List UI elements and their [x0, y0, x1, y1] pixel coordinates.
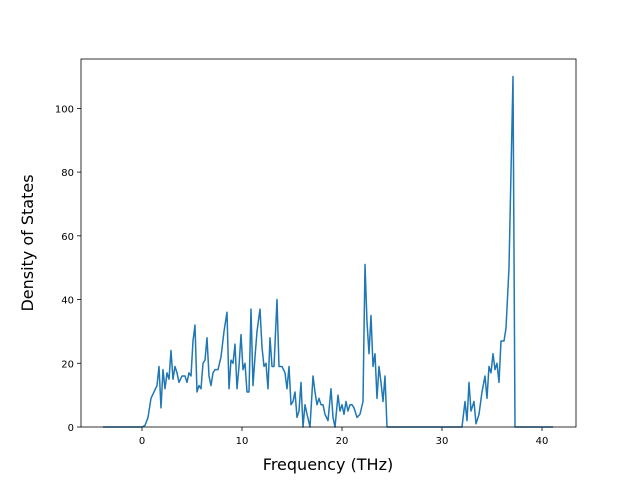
y-tick-label: 60 [61, 232, 74, 243]
y-axis-label: Density of States [18, 174, 37, 311]
y-tick-label: 80 [61, 168, 74, 179]
x-tick-label: 40 [536, 436, 549, 447]
y-tick-label: 20 [61, 359, 74, 370]
data-line [103, 75, 553, 428]
x-tick-label: 20 [336, 436, 349, 447]
y-tick-label: 0 [68, 423, 74, 434]
plot-frame [80, 58, 577, 428]
x-tick-label: 0 [139, 436, 145, 447]
x-axis-label: Frequency (THz) [263, 455, 393, 474]
y-tick-label: 40 [61, 296, 74, 307]
x-tick-label: 30 [436, 436, 449, 447]
x-tick-label: 10 [236, 436, 249, 447]
y-tick-label: 100 [55, 104, 74, 115]
